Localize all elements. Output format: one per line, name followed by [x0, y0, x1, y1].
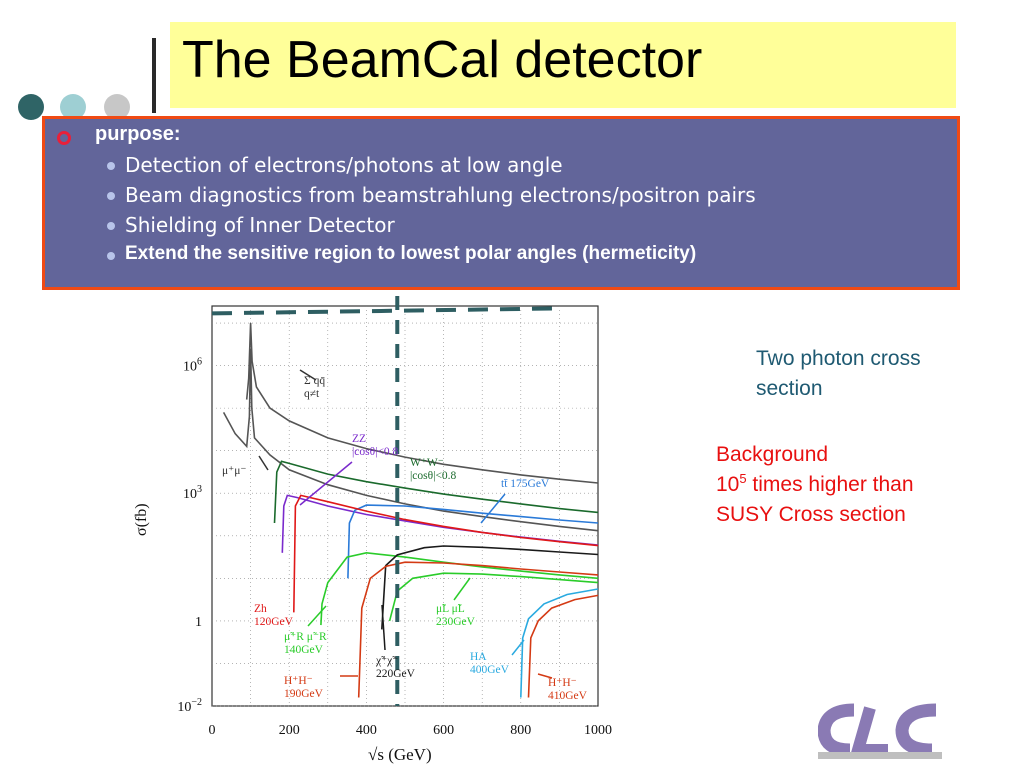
- annotation-label: 190GeV: [284, 688, 324, 700]
- purpose-box: purpose: Detection of electrons/photons …: [42, 116, 960, 290]
- slide-title: The BeamCal detector: [182, 31, 703, 89]
- bullet-dot-icon: [107, 162, 115, 170]
- axis-ticks: 0 200 400 600 800 1000 106 103 1 10−2: [177, 357, 612, 738]
- annotation-label: χ̃⁺χ̃⁻: [375, 655, 398, 667]
- annotation-arrow: [258, 455, 269, 471]
- y-axis-label: σ(fb): [133, 503, 150, 536]
- annotation-label: 230GeV: [436, 616, 476, 628]
- annotation-label: |cosθ|<0.8: [352, 446, 399, 458]
- logo-letter-c1: [818, 703, 855, 757]
- background-line2: 105 times higher than: [716, 470, 914, 500]
- background-suffix: times higher than: [746, 473, 914, 496]
- bullet-item: Beam diagnostics from beamstrahlung elec…: [107, 183, 756, 207]
- dot-dark: [18, 94, 44, 120]
- annotation-arrow: [299, 369, 317, 381]
- logo-letter-c2: [895, 703, 937, 757]
- x-tick-label: 0: [209, 723, 216, 738]
- two-photon-line1: Two photon cross: [756, 347, 921, 370]
- annotation-label: tt̄ 175GeV: [501, 478, 550, 490]
- bullet-item: Shielding of Inner Detector: [107, 213, 395, 237]
- logo-base-bar: [818, 752, 942, 759]
- y-tick-label: 103: [183, 484, 202, 502]
- x-tick-label: 1000: [584, 723, 612, 738]
- x-tick-label: 200: [279, 723, 300, 738]
- annotation-label: Zh: [254, 603, 267, 615]
- bullet-dot-icon: [107, 192, 115, 200]
- y-tick-label: 10−2: [177, 697, 202, 715]
- annotation-arrow: [511, 639, 525, 656]
- annotation-arrow: [453, 577, 471, 601]
- curve-annotations: Σ qq̄q≠tμ⁺μ⁻ZZ|cosθ|<0.8W⁺W⁻|cosθ|<0.8tt…: [222, 375, 588, 702]
- annotation-label: 220GeV: [376, 668, 416, 680]
- dashed-guides: [211, 296, 561, 706]
- dot-light: [60, 94, 86, 120]
- hollow-bullet-icon: [57, 131, 71, 145]
- x-tick-label: 600: [433, 723, 454, 738]
- annotation-arrow: [299, 461, 353, 506]
- annotation-label: 120GeV: [254, 616, 294, 628]
- series-line: [527, 594, 599, 698]
- annotation-label: μ⁺μ⁻: [222, 465, 246, 477]
- dashed-threshold-line: [211, 306, 561, 316]
- purpose-label: purpose:: [95, 123, 181, 145]
- series-line: [347, 504, 599, 579]
- background-base: 10: [716, 473, 740, 496]
- title-divider: [152, 38, 156, 113]
- bullet-text: Shielding of Inner Detector: [125, 213, 395, 237]
- series-line: [520, 588, 599, 698]
- x-tick-label: 800: [510, 723, 531, 738]
- bullet-text-bold: Extend the sensitive region to lowest po…: [125, 243, 697, 264]
- annotation-label: W⁺W⁻: [410, 457, 444, 469]
- x-axis-label: √s (GeV): [368, 745, 432, 764]
- background-exponent: 5: [739, 471, 747, 486]
- annotation-label: μ̃⁺R μ̃⁻R: [284, 631, 327, 643]
- y-tick-label: 106: [183, 357, 202, 375]
- series-line: [388, 572, 599, 622]
- x-tick-label: 400: [356, 723, 377, 738]
- annotation-arrow: [307, 605, 327, 627]
- series-line: [381, 545, 599, 630]
- annotation-label: Σ qq̄: [304, 375, 325, 387]
- annotation-label: H⁺H⁻: [548, 677, 577, 689]
- series-line: [222, 348, 599, 532]
- background-line3: SUSY Cross section: [716, 503, 906, 526]
- annotation-arrow: [537, 673, 553, 679]
- annotation-label: H⁺H⁻: [284, 675, 313, 687]
- title-background: [170, 22, 956, 108]
- series-line: [245, 322, 599, 484]
- annotation-arrows: [258, 369, 553, 679]
- bullet-item: Detection of electrons/photons at low an…: [107, 153, 563, 177]
- annotation-label: ZZ: [352, 433, 366, 445]
- annotation-label: HA: [470, 651, 487, 663]
- background-line1: Background: [716, 443, 829, 466]
- annotation-label: |cosθ|<0.8: [410, 470, 457, 482]
- annotation-label: μ̃L μ̃L: [436, 603, 465, 615]
- plot-curves: [222, 322, 599, 698]
- y-tick-label: 1: [195, 615, 202, 630]
- annotation-label: 400GeV: [470, 664, 510, 676]
- bullet-dot-icon: [107, 252, 115, 260]
- annotation-arrow: [480, 493, 506, 524]
- plot-grid: [212, 306, 598, 707]
- annotation-label: q≠t: [304, 388, 320, 400]
- series-line: [273, 460, 599, 524]
- bullet-text: Detection of electrons/photons at low an…: [125, 153, 563, 177]
- two-photon-line2: section: [756, 377, 823, 400]
- background-note: Background 105 times higher than SUSY Cr…: [716, 440, 914, 530]
- annotation-label: 410GeV: [548, 690, 588, 702]
- annotation-arrow: [381, 604, 386, 651]
- clc-logo: [818, 703, 942, 759]
- bullet-text: Beam diagnostics from beamstrahlung elec…: [125, 183, 756, 207]
- dot-grey: [104, 94, 130, 120]
- annotation-label: 140GeV: [284, 644, 324, 656]
- series-line: [293, 494, 599, 613]
- series-line: [320, 551, 599, 626]
- logo-letter-l: [850, 706, 888, 756]
- series-line: [357, 561, 599, 698]
- two-photon-note: Two photon cross section: [756, 344, 921, 404]
- bullet-item: Extend the sensitive region to lowest po…: [107, 243, 697, 265]
- bullet-dot-icon: [107, 222, 115, 230]
